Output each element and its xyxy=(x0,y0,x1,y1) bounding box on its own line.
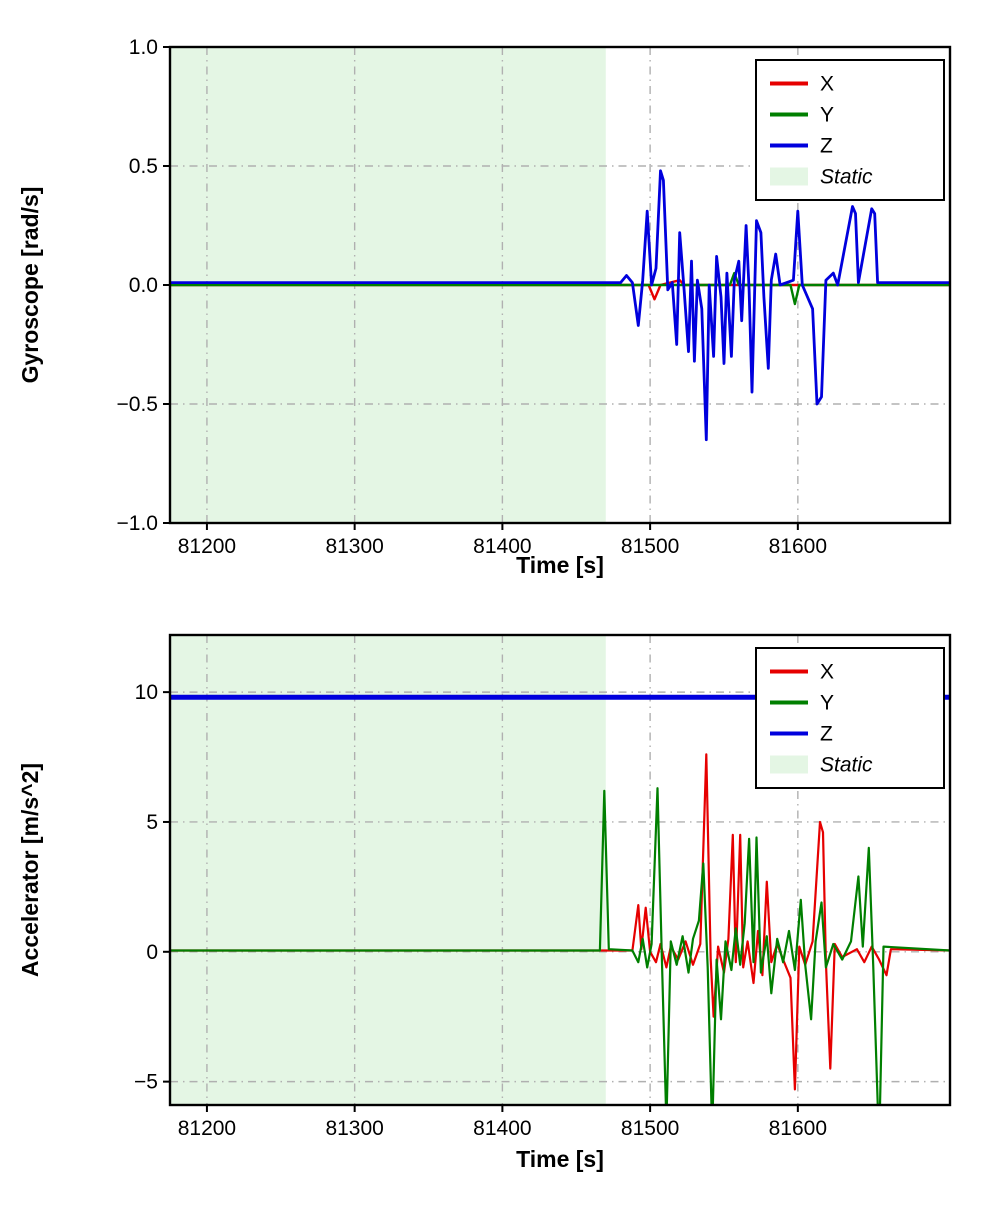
legend: XYZ Static xyxy=(755,647,945,789)
x-tick-label: 81300 xyxy=(325,1117,383,1140)
legend-label: Static xyxy=(820,754,873,777)
x-tick-label: 81400 xyxy=(473,535,531,558)
accelerator-chart: Accelerator [m/s^2] 81200 81300 81400 81500… xyxy=(0,614,992,1228)
legend-label: Z xyxy=(820,723,833,746)
static-region xyxy=(170,635,606,1105)
gyroscope-plot-area: 81200 81300 81400 81500 81600 −1.0 −0.5 0.0 0.5 1… xyxy=(117,36,952,558)
tick-marks: 81200 81300 81400 81500 81600 −1.0 −0.5 0.0 0.5 1… xyxy=(117,36,828,558)
y-tick-label: 5 xyxy=(146,811,158,834)
y-tick-label: 10 xyxy=(135,681,158,704)
legend-patch-sample xyxy=(770,755,808,774)
axes-frame xyxy=(168,633,952,1107)
x-tick-label: 81500 xyxy=(621,535,679,558)
x-tick-label: 81600 xyxy=(769,1117,827,1140)
x-tick-label: 81500 xyxy=(621,1117,679,1140)
tick-marks: 81200 81300 81400 81500 81600 −5 0 5 10 xyxy=(134,681,827,1140)
x-tick-label: 81200 xyxy=(178,1117,236,1140)
legend-patch-sample xyxy=(770,167,808,186)
legend-label: X xyxy=(820,73,834,96)
legend-label: Z xyxy=(820,135,833,158)
legend-label: X xyxy=(820,661,834,684)
y-tick-label: 0.0 xyxy=(129,274,158,297)
x-tick-label: 81600 xyxy=(769,535,827,558)
legend-label: Y xyxy=(820,104,834,127)
series-Z xyxy=(170,169,950,442)
series-group xyxy=(170,169,950,442)
y-tick-label: −1.0 xyxy=(117,512,158,535)
gyroscope-x-axis-label: Time [s] xyxy=(516,552,604,578)
y-tick-label: 0.5 xyxy=(129,155,158,178)
x-tick-label: 81400 xyxy=(473,1117,531,1140)
legend-label: Static xyxy=(820,166,873,189)
x-tick-label: 81300 xyxy=(325,535,383,558)
y-tick-label: −0.5 xyxy=(117,393,158,416)
x-tick-label: 81200 xyxy=(178,535,236,558)
series-X xyxy=(170,753,950,1091)
y-tick-label: 1.0 xyxy=(129,36,158,59)
gyroscope-chart: Gyroscope [rad/s] 81200 81300 81400 81500 81… xyxy=(17,36,952,578)
y-tick-label: 0 xyxy=(146,941,158,964)
y-tick-label: −5 xyxy=(134,1071,158,1094)
accelerator-plot-area: 81200 81300 81400 81500 81600 −5 0 5 10 XYZ Static xyxy=(134,633,952,1140)
legend-label: Y xyxy=(820,692,834,715)
legend: XYZ Static xyxy=(755,59,945,201)
accelerator-x-axis-label: Time [s] xyxy=(516,1146,604,1172)
series-Y xyxy=(170,787,950,1105)
